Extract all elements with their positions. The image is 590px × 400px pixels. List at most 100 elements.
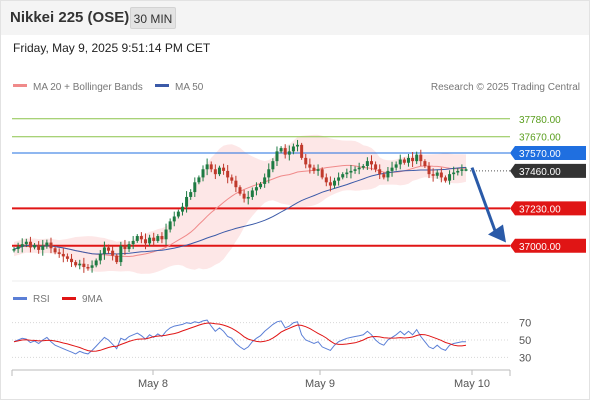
last-price-label: 37460.00 — [519, 167, 561, 178]
candle-body — [197, 177, 201, 183]
candle-body — [324, 177, 328, 183]
credit-label: Research © 2025 Trading Central — [431, 82, 580, 93]
candle-body — [279, 148, 283, 152]
rsi-ma-legend-label: 9MA — [82, 294, 103, 305]
candle-body — [86, 266, 90, 269]
candle-body — [12, 249, 16, 251]
candle-body — [345, 172, 349, 175]
candle-body — [193, 182, 197, 193]
candle-body — [217, 167, 221, 175]
candle-body — [394, 164, 398, 168]
candle-body — [82, 263, 86, 267]
candle-body — [131, 240, 135, 245]
candle-body — [448, 174, 452, 181]
bollinger-band — [14, 134, 466, 274]
candle-body — [452, 172, 456, 175]
rsi-legend-label: RSI — [33, 294, 50, 305]
candle-body — [398, 159, 402, 165]
candle-body — [456, 170, 460, 173]
support-price-label: 37000.00 — [519, 242, 561, 253]
candle-body — [90, 265, 94, 268]
candle-body — [78, 263, 82, 266]
candle-body — [386, 170, 390, 178]
forecast-arrow-head — [488, 224, 506, 243]
candle-body — [242, 193, 246, 199]
datetime-label: Friday, May 9, 2025 9:51:14 PM CET — [13, 41, 211, 55]
candle-body — [316, 169, 320, 171]
candle-body — [98, 253, 102, 261]
candle-body — [369, 161, 373, 165]
timeframe-button[interactable]: 30 MIN — [130, 7, 176, 29]
candle-body — [431, 174, 435, 176]
candle-body — [49, 242, 53, 249]
candle-body — [267, 169, 271, 178]
x-axis-labels: May 8 May 9 May 10 — [138, 370, 490, 390]
candle-body — [143, 239, 147, 244]
candle-body — [254, 187, 258, 191]
candle-body — [139, 236, 143, 240]
ma50-line — [13, 166, 467, 255]
candle-body — [353, 169, 357, 171]
candle-body — [135, 236, 139, 241]
candle-body — [415, 154, 419, 162]
candle-body — [246, 196, 250, 199]
candle-body — [304, 157, 308, 165]
candle-body — [439, 172, 443, 178]
candle-body — [263, 177, 267, 184]
candle-body — [402, 159, 406, 163]
candle-body — [172, 216, 176, 222]
candle-body — [464, 169, 468, 171]
candle-body — [123, 245, 127, 250]
last-price-tag — [510, 163, 586, 178]
candle-body — [45, 242, 49, 246]
candle-body — [209, 164, 213, 170]
candle-body — [164, 229, 168, 240]
candle-body — [250, 190, 254, 197]
candle-body — [333, 180, 337, 186]
candle-body — [94, 260, 98, 266]
candle-body — [33, 244, 37, 248]
candle-body — [180, 206, 184, 212]
candle-body — [238, 187, 242, 194]
candle-body — [115, 255, 119, 263]
candle-body — [185, 196, 189, 207]
candle-body — [378, 169, 382, 175]
x-axis-tick-label: May 9 — [305, 378, 335, 390]
pivot-price-label: 37570.00 — [519, 149, 561, 160]
ma20-legend-label: MA 20 + Bollinger Bands — [33, 82, 143, 93]
rsi-ma-line — [13, 322, 467, 352]
candle-body — [382, 174, 386, 178]
candle-body — [152, 237, 156, 241]
candle-body — [127, 244, 131, 250]
candle-body — [111, 250, 115, 256]
candle-body — [419, 154, 423, 162]
candle-body — [20, 244, 24, 247]
candle-body — [226, 170, 230, 178]
candle-body — [300, 144, 304, 158]
candle-body — [148, 237, 152, 244]
forecast-arrow-shaft — [470, 167, 498, 235]
x-axis-tick-label: May 10 — [454, 378, 490, 390]
candle-body — [283, 148, 287, 155]
rsi-tick-label: 70 — [519, 318, 531, 330]
candle-body — [57, 252, 61, 254]
ma50-legend-label: MA 50 — [175, 82, 204, 93]
candle-body — [102, 247, 106, 254]
candle-body — [70, 258, 74, 263]
candle-body — [222, 167, 226, 171]
rsi-tick-label: 50 — [519, 335, 531, 347]
resistance-price-label: 37780.00 — [519, 115, 561, 126]
pivot-price-tag — [510, 145, 586, 160]
candle-body — [390, 167, 394, 171]
candle-body — [361, 166, 365, 168]
candle-body — [365, 161, 369, 167]
candle-body — [259, 183, 263, 188]
candle-body — [411, 157, 415, 162]
x-axis-tick-label: May 8 — [138, 378, 168, 390]
candle-body — [357, 167, 361, 170]
candle-body — [435, 172, 439, 176]
support-price-tag — [510, 238, 586, 253]
candle-body — [189, 192, 193, 197]
candle-body — [460, 169, 464, 171]
candle-body — [230, 177, 234, 181]
